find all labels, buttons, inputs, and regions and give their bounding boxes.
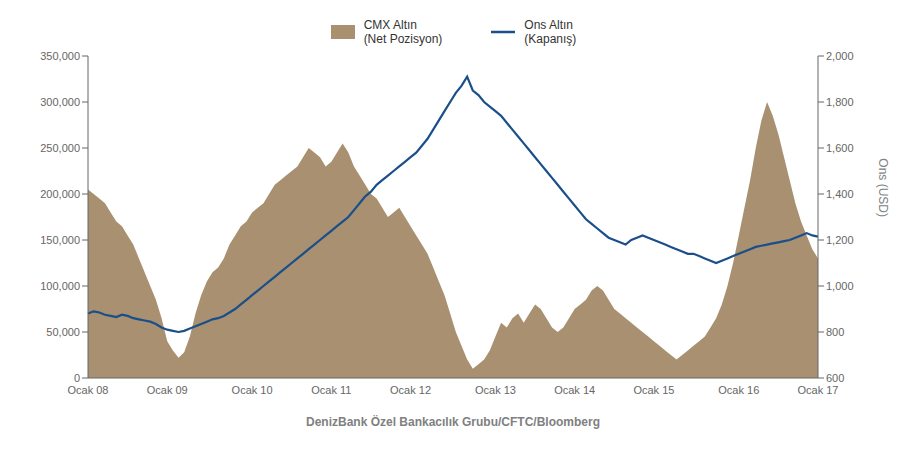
svg-text:Ocak 17: Ocak 17 [798, 384, 839, 396]
svg-text:Ocak 10: Ocak 10 [232, 384, 273, 396]
svg-text:1,000: 1,000 [826, 280, 854, 292]
svg-text:Ocak 08: Ocak 08 [68, 384, 109, 396]
svg-text:1,800: 1,800 [826, 96, 854, 108]
svg-text:Ocak 14: Ocak 14 [554, 384, 595, 396]
svg-text:Ons (USD): Ons (USD) [876, 158, 890, 217]
svg-text:Ocak 12: Ocak 12 [390, 384, 431, 396]
svg-text:600: 600 [826, 372, 844, 384]
svg-text:100,000: 100,000 [40, 280, 80, 292]
svg-text:250,000: 250,000 [40, 142, 80, 154]
svg-text:150,000: 150,000 [40, 234, 80, 246]
svg-text:Ocak 16: Ocak 16 [718, 384, 759, 396]
svg-text:300,000: 300,000 [40, 96, 80, 108]
html-text:Ons Altın (Kapanış): Ons Altın (Kapanış) [524, 18, 577, 46]
svg-text:1,200: 1,200 [826, 234, 854, 246]
svg-text:1,400: 1,400 [826, 188, 854, 200]
svg-text:350,000: 350,000 [40, 50, 80, 62]
svg-text:800: 800 [826, 326, 844, 338]
svg-text:200,000: 200,000 [40, 188, 80, 200]
svg-text:DenizBank Özel Bankacılık Grub: DenizBank Özel Bankacılık Grubu/CFTC/Blo… [306, 414, 600, 429]
html-text:CMX Altın (Net Pozisyon): CMX Altın (Net Pozisyon) [363, 18, 443, 46]
svg-text:0: 0 [74, 372, 80, 384]
svg-text:Ocak 15: Ocak 15 [633, 384, 674, 396]
svg-text:Ocak 09: Ocak 09 [147, 384, 188, 396]
svg-text:1,600: 1,600 [826, 142, 854, 154]
svg-text:Ocak 13: Ocak 13 [475, 384, 516, 396]
svg-text:50,000: 50,000 [46, 326, 80, 338]
svg-text:2,000: 2,000 [826, 50, 854, 62]
svg-text:Ocak 11: Ocak 11 [311, 384, 351, 396]
